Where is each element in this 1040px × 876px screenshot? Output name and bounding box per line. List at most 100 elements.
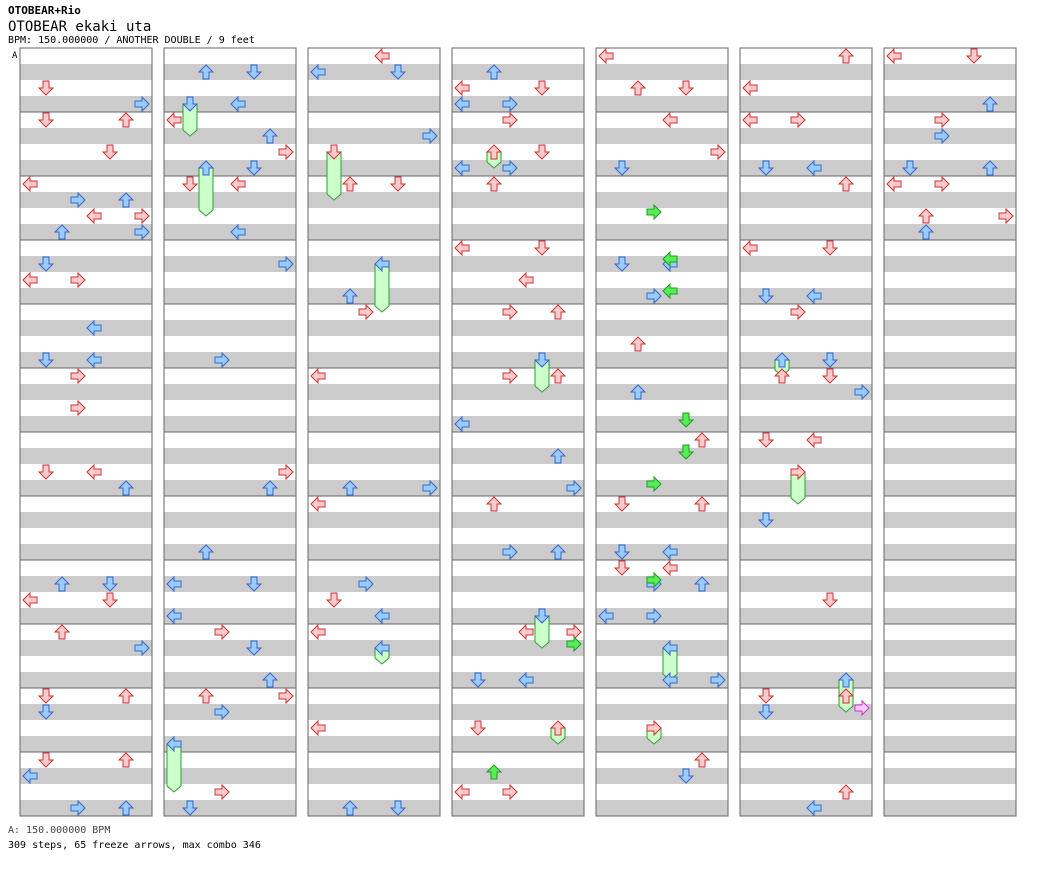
beat-stripe bbox=[308, 640, 440, 656]
left-arrow bbox=[886, 47, 902, 65]
right-arrow bbox=[934, 175, 950, 193]
beat-stripe bbox=[740, 64, 872, 80]
beat-stripe bbox=[164, 384, 296, 400]
beat-stripe bbox=[164, 352, 296, 368]
up-arrow bbox=[693, 576, 711, 592]
left-arrow bbox=[662, 543, 678, 561]
beat-stripe bbox=[164, 416, 296, 432]
beat-stripe bbox=[452, 352, 584, 368]
up-arrow bbox=[917, 208, 935, 224]
down-arrow bbox=[677, 444, 695, 460]
left-arrow bbox=[662, 671, 678, 689]
right-arrow bbox=[646, 475, 662, 493]
chart-column bbox=[307, 47, 441, 817]
down-arrow bbox=[613, 496, 631, 512]
up-arrow bbox=[117, 688, 135, 704]
down-arrow bbox=[757, 512, 775, 528]
right-arrow bbox=[502, 783, 518, 801]
down-arrow bbox=[533, 144, 551, 160]
right-arrow bbox=[854, 699, 870, 717]
down-arrow bbox=[677, 412, 695, 428]
beat-stripe bbox=[884, 352, 1016, 368]
beat-stripe bbox=[308, 96, 440, 112]
beat-stripe bbox=[884, 736, 1016, 752]
down-arrow bbox=[533, 240, 551, 256]
down-arrow bbox=[245, 640, 263, 656]
beat-stripe bbox=[740, 544, 872, 560]
up-arrow bbox=[117, 752, 135, 768]
right-arrow bbox=[646, 571, 662, 589]
right-arrow bbox=[934, 127, 950, 145]
beat-stripe bbox=[452, 704, 584, 720]
beat-stripe bbox=[740, 352, 872, 368]
beat-stripe bbox=[308, 672, 440, 688]
beat-stripe bbox=[452, 160, 584, 176]
left-arrow bbox=[22, 767, 38, 785]
beat-stripe bbox=[164, 288, 296, 304]
up-arrow bbox=[773, 368, 791, 384]
left-arrow bbox=[662, 250, 678, 268]
left-arrow bbox=[662, 639, 678, 657]
left-arrow bbox=[518, 623, 534, 641]
right-arrow bbox=[214, 623, 230, 641]
column-frame bbox=[739, 47, 873, 817]
beat-stripe bbox=[884, 288, 1016, 304]
up-arrow bbox=[549, 544, 567, 560]
right-arrow bbox=[358, 303, 374, 321]
up-arrow bbox=[117, 192, 135, 208]
left-arrow bbox=[742, 79, 758, 97]
beat-stripe bbox=[164, 192, 296, 208]
beat-stripe bbox=[452, 128, 584, 144]
beat-stripe bbox=[596, 704, 728, 720]
beat-stripe bbox=[596, 608, 728, 624]
right-arrow bbox=[502, 303, 518, 321]
beat-stripe bbox=[740, 384, 872, 400]
up-arrow bbox=[837, 672, 855, 688]
beat-stripe bbox=[164, 640, 296, 656]
beat-stripe bbox=[20, 384, 152, 400]
beat-stripe bbox=[164, 800, 296, 816]
down-arrow bbox=[757, 288, 775, 304]
left-arrow bbox=[86, 351, 102, 369]
down-arrow bbox=[245, 160, 263, 176]
down-arrow bbox=[101, 592, 119, 608]
beat-stripe bbox=[308, 608, 440, 624]
beat-stripe bbox=[596, 96, 728, 112]
beat-stripe bbox=[596, 768, 728, 784]
beat-stripe bbox=[20, 544, 152, 560]
right-arrow bbox=[646, 287, 662, 305]
column-frame bbox=[19, 47, 153, 817]
beat-stripe bbox=[308, 192, 440, 208]
column-frame bbox=[451, 47, 585, 817]
up-arrow bbox=[341, 176, 359, 192]
up-arrow bbox=[981, 96, 999, 112]
beat-stripe bbox=[308, 544, 440, 560]
beat-stripe bbox=[308, 704, 440, 720]
down-arrow bbox=[37, 752, 55, 768]
up-arrow bbox=[53, 624, 71, 640]
chart-column bbox=[163, 47, 297, 817]
beat-stripe bbox=[452, 736, 584, 752]
beat-stripe bbox=[596, 480, 728, 496]
left-arrow bbox=[598, 47, 614, 65]
beat-stripe bbox=[20, 192, 152, 208]
beat-stripe bbox=[740, 192, 872, 208]
beat-stripe bbox=[308, 288, 440, 304]
column-frame bbox=[163, 47, 297, 817]
right-arrow bbox=[502, 95, 518, 113]
beat-stripe bbox=[20, 576, 152, 592]
beat-stripe bbox=[452, 384, 584, 400]
right-arrow bbox=[790, 111, 806, 129]
beat-stripe bbox=[20, 480, 152, 496]
right-arrow bbox=[502, 111, 518, 129]
beat-stripe bbox=[20, 416, 152, 432]
left-arrow bbox=[310, 367, 326, 385]
beat-stripe bbox=[740, 608, 872, 624]
left-arrow bbox=[166, 575, 182, 593]
left-arrow bbox=[806, 159, 822, 177]
up-arrow bbox=[837, 784, 855, 800]
beat-stripe bbox=[452, 608, 584, 624]
beat-stripe bbox=[452, 320, 584, 336]
up-arrow bbox=[341, 288, 359, 304]
beat-stripe bbox=[164, 480, 296, 496]
